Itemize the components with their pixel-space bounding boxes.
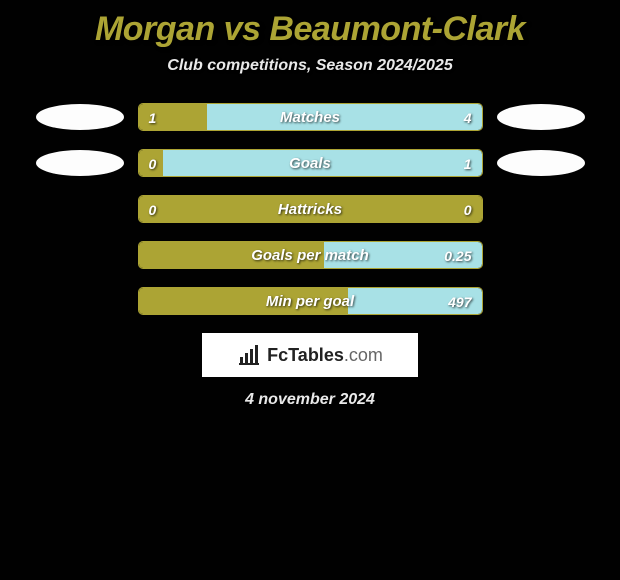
stat-label: Goals	[139, 150, 482, 177]
stat-bar: 497Min per goal	[138, 287, 483, 315]
spacer	[491, 287, 591, 315]
player1-avatar	[30, 149, 130, 177]
logo-domain: .com	[344, 345, 383, 365]
spacer	[30, 287, 130, 315]
avatar-placeholder-icon	[36, 150, 124, 176]
player1-avatar	[30, 103, 130, 131]
avatar-placeholder-icon	[36, 104, 124, 130]
comparison-card: Morgan vs Beaumont-Clark Club competitio…	[0, 0, 620, 409]
stat-row: 14Matches	[0, 103, 620, 131]
stat-bar: 00Hattricks	[138, 195, 483, 223]
stat-row: 00Hattricks	[0, 195, 620, 223]
avatar-placeholder-icon	[497, 104, 585, 130]
avatar-placeholder-icon	[497, 150, 585, 176]
subtitle: Club competitions, Season 2024/2025	[0, 57, 620, 75]
spacer	[491, 195, 591, 223]
logo-brand: FcTables	[267, 345, 344, 365]
spacer	[30, 241, 130, 269]
player2-avatar	[491, 149, 591, 177]
player2-avatar	[491, 103, 591, 131]
stat-label: Matches	[139, 104, 482, 131]
stat-bar: 01Goals	[138, 149, 483, 177]
spacer	[30, 195, 130, 223]
logo-text: FcTables.com	[267, 345, 383, 366]
stat-row: 497Min per goal	[0, 287, 620, 315]
stat-label: Goals per match	[139, 242, 482, 269]
page-title: Morgan vs Beaumont-Clark	[0, 4, 620, 57]
stat-bar: 0.25Goals per match	[138, 241, 483, 269]
stat-label: Hattricks	[139, 196, 482, 223]
stat-row: 0.25Goals per match	[0, 241, 620, 269]
date-label: 4 november 2024	[0, 391, 620, 409]
stat-label: Min per goal	[139, 288, 482, 315]
stat-bar: 14Matches	[138, 103, 483, 131]
stats-list: 14Matches 01Goals 00Hattricks 0.25Goals per…	[0, 103, 620, 315]
spacer	[491, 241, 591, 269]
stat-row: 01Goals	[0, 149, 620, 177]
logo-box[interactable]: FcTables.com	[202, 333, 418, 377]
bar-chart-icon	[237, 344, 261, 366]
